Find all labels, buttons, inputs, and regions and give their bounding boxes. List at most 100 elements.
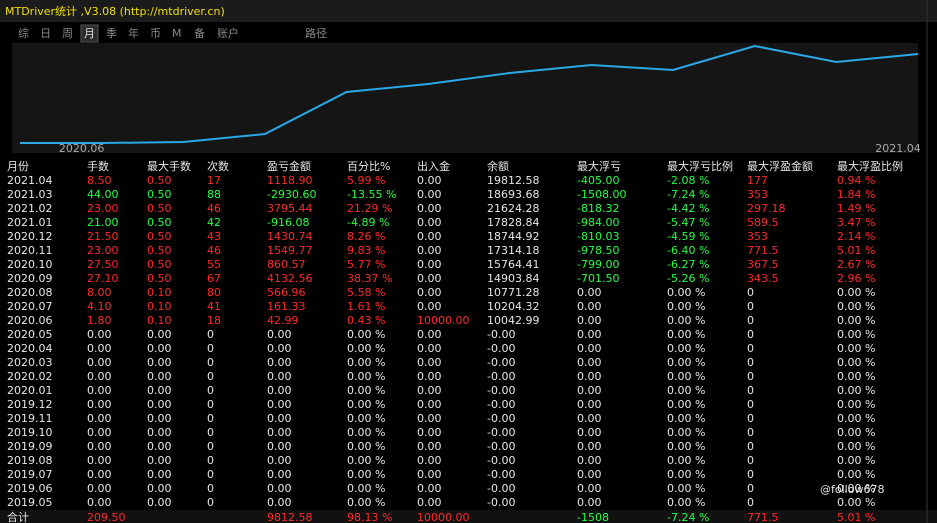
tab[interactable]: 路径 bbox=[305, 27, 327, 40]
table-cell: -0.00 bbox=[487, 440, 515, 453]
table-cell: 10042.99 bbox=[487, 314, 540, 327]
table-cell: 0.00 bbox=[417, 482, 442, 495]
table-cell: -405.00 bbox=[577, 174, 619, 187]
table-cell: 1118.90 bbox=[267, 174, 313, 187]
table-cell: 771.5 bbox=[747, 511, 779, 523]
table-cell: 0.00 bbox=[417, 202, 442, 215]
table-cell: 0.00 % bbox=[667, 314, 705, 327]
table-cell: 0.00 bbox=[577, 356, 602, 369]
table-cell: 0.00 bbox=[267, 412, 292, 425]
table-cell: 0.00 % bbox=[667, 426, 705, 439]
table-cell: 0.00 % bbox=[667, 342, 705, 355]
table-cell: 0.00 bbox=[87, 496, 112, 509]
table-cell: 0.00 bbox=[417, 342, 442, 355]
table-cell: 0.50 bbox=[147, 216, 172, 229]
table-cell: 0.00 bbox=[417, 174, 442, 187]
column-header: 最大浮盈金额 bbox=[747, 159, 813, 173]
table-cell: -1508 bbox=[577, 511, 609, 523]
table-cell: 0.00 % bbox=[667, 468, 705, 481]
tab[interactable]: M bbox=[172, 27, 182, 40]
table-cell: 0.00 % bbox=[667, 384, 705, 397]
table-cell: -5.26 % bbox=[667, 272, 709, 285]
table-cell: 0.00 bbox=[147, 356, 172, 369]
table-cell: 0.00 bbox=[147, 468, 172, 481]
table-cell: 0 bbox=[747, 426, 754, 439]
table-cell: -7.24 % bbox=[667, 511, 709, 523]
table-cell: 2019.08 bbox=[7, 454, 53, 467]
table-cell: 2020.10 bbox=[7, 258, 53, 271]
table-cell: 771.5 bbox=[747, 244, 779, 257]
table-cell: -810.03 bbox=[577, 230, 619, 243]
tab[interactable]: 综 bbox=[18, 26, 29, 40]
table-cell: 0.00 % bbox=[347, 482, 385, 495]
tab[interactable]: 日 bbox=[40, 27, 51, 40]
table-cell: -0.00 bbox=[487, 482, 515, 495]
table-cell: -6.27 % bbox=[667, 258, 709, 271]
table-cell: 0.00 bbox=[87, 482, 112, 495]
table-cell: 5.99 % bbox=[347, 174, 385, 187]
table-cell: 10771.28 bbox=[487, 286, 540, 299]
table-cell: -0.00 bbox=[487, 426, 515, 439]
table-cell: 367.5 bbox=[747, 258, 779, 271]
table-cell: 0 bbox=[207, 426, 214, 439]
table-cell: 0 bbox=[747, 314, 754, 327]
table-cell: 0.00 bbox=[417, 188, 442, 201]
table-cell: 8.50 bbox=[87, 174, 112, 187]
table-cell: 0.00 bbox=[577, 440, 602, 453]
table-cell: 0.00 bbox=[267, 342, 292, 355]
table-cell: -4.89 % bbox=[347, 216, 389, 229]
table-cell: 0.00 bbox=[417, 426, 442, 439]
table-cell: 2020.02 bbox=[7, 370, 53, 383]
tab[interactable]: 季 bbox=[106, 27, 117, 40]
table-cell: 0.00 bbox=[417, 286, 442, 299]
table-cell: 0.00 % bbox=[667, 482, 705, 495]
table-cell: 10000.00 bbox=[417, 314, 470, 327]
table-cell: 0.00 % bbox=[667, 356, 705, 369]
active-tab bbox=[80, 24, 99, 43]
column-header: 次数 bbox=[207, 159, 229, 173]
table-cell: 0 bbox=[207, 482, 214, 495]
table-cell: 0 bbox=[207, 342, 214, 355]
tab[interactable]: 账户 bbox=[217, 26, 239, 40]
table-cell: 0.00 % bbox=[347, 468, 385, 481]
table-cell: 27.50 bbox=[87, 258, 119, 271]
table-cell: 0 bbox=[207, 384, 214, 397]
table-cell: 0.00 % bbox=[667, 300, 705, 313]
table-cell: 177 bbox=[747, 174, 768, 187]
table-cell: 0.00 bbox=[577, 286, 602, 299]
table-cell: 0 bbox=[747, 342, 754, 355]
table-cell: 2020.07 bbox=[7, 300, 53, 313]
tab[interactable]: 币 bbox=[150, 27, 161, 40]
table-cell: -0.00 bbox=[487, 370, 515, 383]
table-cell: 2021.04 bbox=[7, 174, 53, 187]
table-cell: 0 bbox=[747, 384, 754, 397]
tab[interactable]: 月 bbox=[84, 27, 95, 40]
table-cell: 17 bbox=[207, 174, 221, 187]
table-cell: 0.00 % bbox=[667, 440, 705, 453]
table-cell: 0.00 bbox=[417, 440, 442, 453]
table-cell: 2021.03 bbox=[7, 188, 53, 201]
table-cell: 0.00 bbox=[577, 328, 602, 341]
table-cell: 0.00 bbox=[87, 412, 112, 425]
table-cell: 0.00 bbox=[267, 356, 292, 369]
table-cell: 2019.10 bbox=[7, 426, 53, 439]
table-cell: 19812.58 bbox=[487, 174, 540, 187]
watermark: @follow678 bbox=[820, 483, 884, 496]
tab[interactable]: 备 bbox=[194, 26, 205, 40]
table-cell: 0.00 % bbox=[667, 286, 705, 299]
table-cell: 17828.84 bbox=[487, 216, 540, 229]
table-cell: 2020.03 bbox=[7, 356, 53, 369]
table-cell: 8.00 bbox=[87, 286, 112, 299]
table-cell: 0.00 bbox=[577, 412, 602, 425]
table-cell: 42.99 bbox=[267, 314, 299, 327]
table-cell: 9.83 % bbox=[347, 244, 385, 257]
table-cell: 0.00 bbox=[577, 468, 602, 481]
tab[interactable]: 周 bbox=[62, 27, 73, 40]
tab[interactable]: 年 bbox=[128, 26, 139, 40]
table-cell: 0.00 bbox=[267, 328, 292, 341]
table-cell: 0.00 bbox=[147, 496, 172, 509]
table-cell: 0.00 bbox=[267, 384, 292, 397]
table-cell: 0.00 % bbox=[837, 426, 875, 439]
table-cell: 0.00 bbox=[147, 328, 172, 341]
table-cell: 0.00 bbox=[417, 370, 442, 383]
